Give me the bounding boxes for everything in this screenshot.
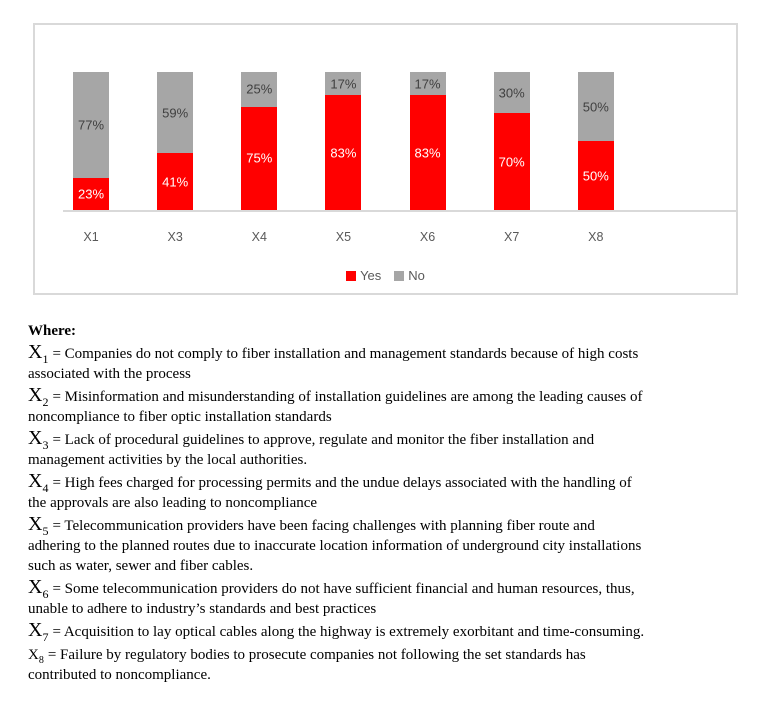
data-label-no-X1: 77% <box>78 117 105 133</box>
x-axis-label-X4: X4 <box>251 230 267 244</box>
variable-X1: X1 <box>28 341 49 366</box>
segment-no-X1: 77% <box>73 72 110 179</box>
data-label-yes-X5: 83% <box>330 145 357 161</box>
definition-X4: X4 = High fees charged for processing per… <box>28 470 740 513</box>
legend-item-yes: Yes <box>346 268 381 283</box>
segment-yes-X4: 75% <box>241 106 278 210</box>
definition-text-X4: = High fees charged for processing permi… <box>28 475 632 511</box>
data-label-no-X8: 50% <box>582 99 609 114</box>
data-label-no-X6: 17% <box>414 76 441 92</box>
bar-X5: 17% 83% <box>325 72 362 210</box>
bar-X3: 59% 41% <box>157 72 194 210</box>
data-label-no-X5: 17% <box>330 76 357 92</box>
segment-yes-X8: 50% <box>577 141 614 210</box>
data-label-no-X3: 59% <box>162 105 189 121</box>
definition-X8: X8 = Failure by regulatory bodies to pros… <box>28 645 740 685</box>
segment-yes-X6: 83% <box>409 95 446 210</box>
segment-yes-X3: 41% <box>157 153 194 210</box>
definition-text-X1: = Companies do not comply to fiber insta… <box>28 346 639 382</box>
segment-no-X8: 50% <box>577 72 614 141</box>
x-axis-label-X7: X7 <box>504 230 520 244</box>
legend-label-yes: Yes <box>360 268 382 283</box>
definition-X3: X3 = Lack of procedural guidelines to app… <box>28 427 740 470</box>
variable-X8: X8 <box>28 647 44 666</box>
segment-no-X7: 30% <box>493 72 530 114</box>
definition-text-X5: = Telecommunication providers have been … <box>28 518 642 574</box>
data-label-yes-X1: 23% <box>78 186 105 202</box>
variable-definitions: X1 = Companies do not comply to fiber ins… <box>28 341 740 685</box>
chart-legend: Yes No <box>35 268 736 283</box>
stacked-bar-chart: 77% 23% X1 59% 41% X3 25% 75% X4 17% 83% X5 17% 83% X6… <box>33 23 738 295</box>
definition-text-X7: = Acquisition to lay optical cables alon… <box>52 624 645 640</box>
legend-swatch-yes <box>346 270 357 281</box>
definition-X5: X5 = Telecommunication providers have bee… <box>28 513 740 576</box>
data-label-no-X7: 30% <box>498 85 525 101</box>
bar-X6: 17% 83% <box>409 72 446 210</box>
x-axis-label-X6: X6 <box>419 230 436 244</box>
definition-X7: X7 = Acquisition to lay optical cables al… <box>28 619 740 644</box>
data-label-yes-X3: 41% <box>162 174 189 190</box>
data-label-yes-X7: 70% <box>498 154 525 170</box>
legend-item-no: No <box>394 268 425 283</box>
variable-X3: X3 <box>28 427 49 452</box>
variable-X4: X4 <box>28 470 49 495</box>
bar-X8: 50% 50% <box>577 72 614 210</box>
definition-X1: X1 = Companies do not comply to fiber ins… <box>28 341 740 384</box>
segment-yes-X5: 83% <box>325 95 362 210</box>
segment-no-X6: 17% <box>409 72 446 96</box>
segment-no-X4: 25% <box>241 72 278 107</box>
variable-X2: X2 <box>28 384 49 409</box>
plot-area: 77% 23% X1 59% 41% X3 25% 75% X4 17% 83% X5 17% 83% X6… <box>49 25 736 293</box>
bar-X7: 30% 70% <box>493 72 530 210</box>
x-axis-line <box>63 210 736 212</box>
segment-no-X3: 59% <box>157 72 194 154</box>
segment-no-X5: 17% <box>325 72 362 96</box>
legend-swatch-no <box>394 270 405 281</box>
variable-X7: X7 <box>28 619 49 644</box>
bar-X1: 77% 23% <box>73 72 110 210</box>
bar-X4: 25% 75% <box>241 72 278 210</box>
data-label-no-X4: 25% <box>246 81 273 97</box>
x-axis-label-X1: X1 <box>83 230 99 244</box>
variable-X5: X5 <box>28 513 49 538</box>
definition-text-X6: = Some telecommunication providers do no… <box>28 581 635 617</box>
data-label-yes-X6: 83% <box>414 145 441 161</box>
where-heading: Where: <box>28 323 77 339</box>
data-label-yes-X4: 75% <box>246 150 273 166</box>
data-label-yes-X8: 50% <box>582 168 609 183</box>
definition-text-X8: = Failure by regulatory bodies to prosec… <box>28 647 586 683</box>
definition-text-X2: = Misinformation and misunderstanding of… <box>28 389 643 425</box>
definition-X2: X2 = Misinformation and misunderstanding … <box>28 384 740 427</box>
legend-label-no: No <box>408 268 425 283</box>
x-axis-label-X3: X3 <box>167 230 183 244</box>
x-axis-label-X8: X8 <box>588 230 604 244</box>
x-axis-label-X5: X5 <box>335 230 352 244</box>
variable-X6: X6 <box>28 576 49 601</box>
segment-yes-X1: 23% <box>73 178 110 210</box>
definition-text-X3: = Lack of procedural guidelines to appro… <box>28 432 595 468</box>
segment-yes-X7: 70% <box>493 113 530 210</box>
definition-X6: X6 = Some telecommunication providers do … <box>28 576 740 619</box>
caption-section: Where: X1 = Companies do not comply to fi… <box>28 321 740 688</box>
